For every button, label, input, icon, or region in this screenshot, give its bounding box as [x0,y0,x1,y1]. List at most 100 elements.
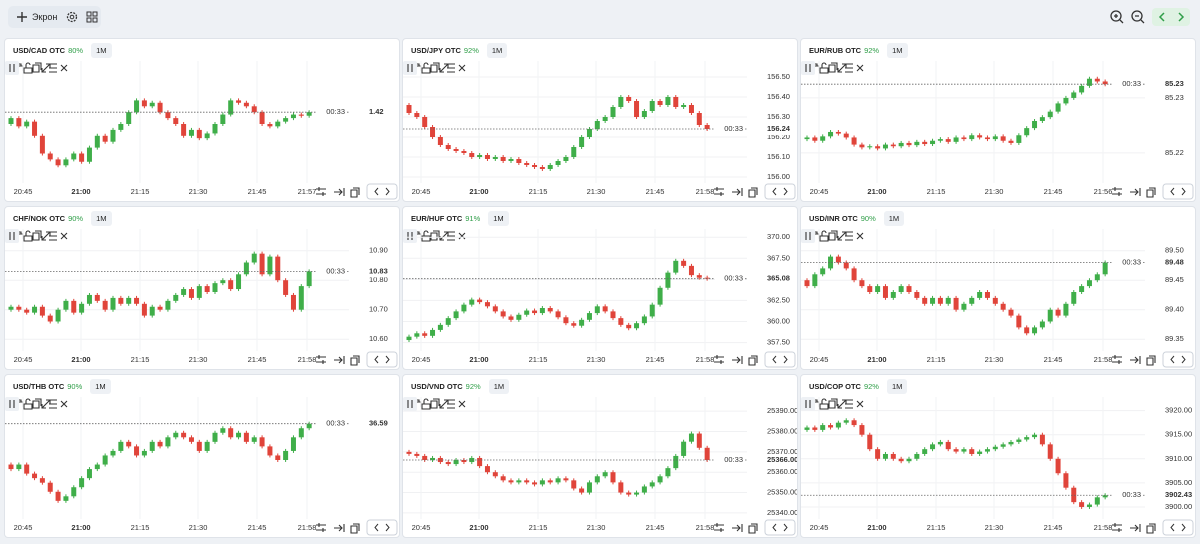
drag-icon[interactable] [9,232,15,240]
drag-icon[interactable] [805,232,811,240]
close-icon[interactable] [458,400,466,408]
next-button[interactable] [1181,355,1186,364]
lock-icon[interactable] [23,230,33,242]
copy-icon[interactable] [828,230,838,241]
settings-icon[interactable] [714,355,724,364]
jump-icon[interactable] [732,188,743,196]
close-icon[interactable] [60,400,68,408]
prev-button[interactable] [374,355,379,364]
zoom-in[interactable] [1110,10,1124,24]
prev-button[interactable] [772,355,777,364]
close-icon[interactable] [856,400,864,408]
timeframe[interactable]: 1M [90,378,111,394]
symbol[interactable]: EUR/RUB OTC [809,45,862,55]
settings-icon[interactable] [1112,187,1122,196]
timeframe[interactable]: 1M [486,42,508,58]
timeframe[interactable]: 1M [488,210,509,226]
prev-button[interactable] [1158,12,1165,22]
timeframe[interactable]: 1M [91,210,112,226]
settings-icon[interactable] [316,355,326,364]
next-button[interactable] [1178,12,1185,22]
close-icon[interactable] [458,232,466,240]
next-button[interactable] [385,523,390,532]
copy-icon[interactable] [430,62,440,73]
copy-icon[interactable] [32,230,42,241]
copy-icon[interactable] [748,355,758,366]
lock-icon[interactable] [421,398,431,410]
expand-icon[interactable] [41,231,51,241]
expand-icon[interactable] [837,399,847,409]
copy-icon[interactable] [828,62,838,73]
expand-icon[interactable] [41,399,51,409]
close-icon[interactable] [60,232,68,240]
copy-icon[interactable] [430,398,440,409]
symbol[interactable]: USD/INR OTC [809,213,858,223]
expand-icon[interactable] [439,63,449,73]
add-icon[interactable] [14,9,30,25]
copy-icon[interactable] [350,355,360,366]
next-button[interactable] [1181,187,1186,196]
expand-icon[interactable] [837,63,847,73]
timeframe[interactable]: 1M [91,42,112,58]
jump-icon[interactable] [334,188,345,196]
timeframe[interactable]: 1M [886,378,908,394]
symbol[interactable]: USD/COP OTC [809,381,861,391]
settings-icon[interactable] [316,523,326,532]
copy-icon[interactable] [350,523,360,534]
jump-icon[interactable] [1130,356,1141,364]
settings-icon[interactable] [714,523,724,532]
symbol[interactable]: CHF/NOK OTC [13,213,66,223]
drag-icon[interactable] [9,64,15,72]
lock-icon[interactable] [421,62,431,74]
symbol[interactable]: USD/VND OTC [411,381,463,391]
next-button[interactable] [385,187,390,196]
jump-icon[interactable] [1130,524,1141,532]
symbol[interactable]: USD/THB OTC [13,381,65,391]
copy-icon[interactable] [748,523,758,534]
copy-icon[interactable] [1146,187,1156,198]
copy-icon[interactable] [1146,523,1156,534]
next-button[interactable] [783,355,788,364]
jump-icon[interactable] [732,524,743,532]
next-button[interactable] [385,355,390,364]
close-icon[interactable] [856,232,864,240]
drag-icon[interactable] [407,64,413,72]
close-icon[interactable] [856,64,864,72]
symbol[interactable]: EUR/HUF OTC [411,213,463,223]
settings-icon[interactable] [714,187,724,196]
timeframe[interactable]: 1M [887,42,908,58]
lock-icon[interactable] [421,230,431,242]
settings-icon[interactable] [1112,355,1122,364]
jump-icon[interactable] [732,356,743,364]
copy-icon[interactable] [32,398,42,409]
prev-button[interactable] [374,523,379,532]
copy-icon[interactable] [32,62,42,73]
drag-icon[interactable] [407,232,413,240]
drag-icon[interactable] [805,400,811,408]
copy-icon[interactable] [1146,355,1156,366]
prev-button[interactable] [1170,523,1175,532]
expand-icon[interactable] [837,231,847,241]
jump-icon[interactable] [334,524,345,532]
screen-label[interactable]: Экрон [32,12,58,22]
copy-icon[interactable] [828,398,838,409]
timeframe[interactable]: 1M [488,378,510,394]
lock-icon[interactable] [819,230,829,242]
symbol[interactable]: USD/JPY OTC [411,45,461,55]
close-icon[interactable] [458,64,466,72]
drag-icon[interactable] [407,400,413,408]
drag-icon[interactable] [9,400,15,408]
symbol[interactable]: USD/CAD OTC [13,45,66,55]
prev-button[interactable] [1170,355,1175,364]
next-button[interactable] [1181,523,1186,532]
expand-icon[interactable] [41,63,51,73]
copy-icon[interactable] [350,187,360,198]
settings-icon[interactable] [1112,523,1122,532]
prev-button[interactable] [772,187,777,196]
next-button[interactable] [783,187,788,196]
close-icon[interactable] [60,64,68,72]
prev-button[interactable] [374,187,379,196]
prev-button[interactable] [1170,187,1175,196]
jump-icon[interactable] [1130,188,1141,196]
jump-icon[interactable] [334,356,345,364]
